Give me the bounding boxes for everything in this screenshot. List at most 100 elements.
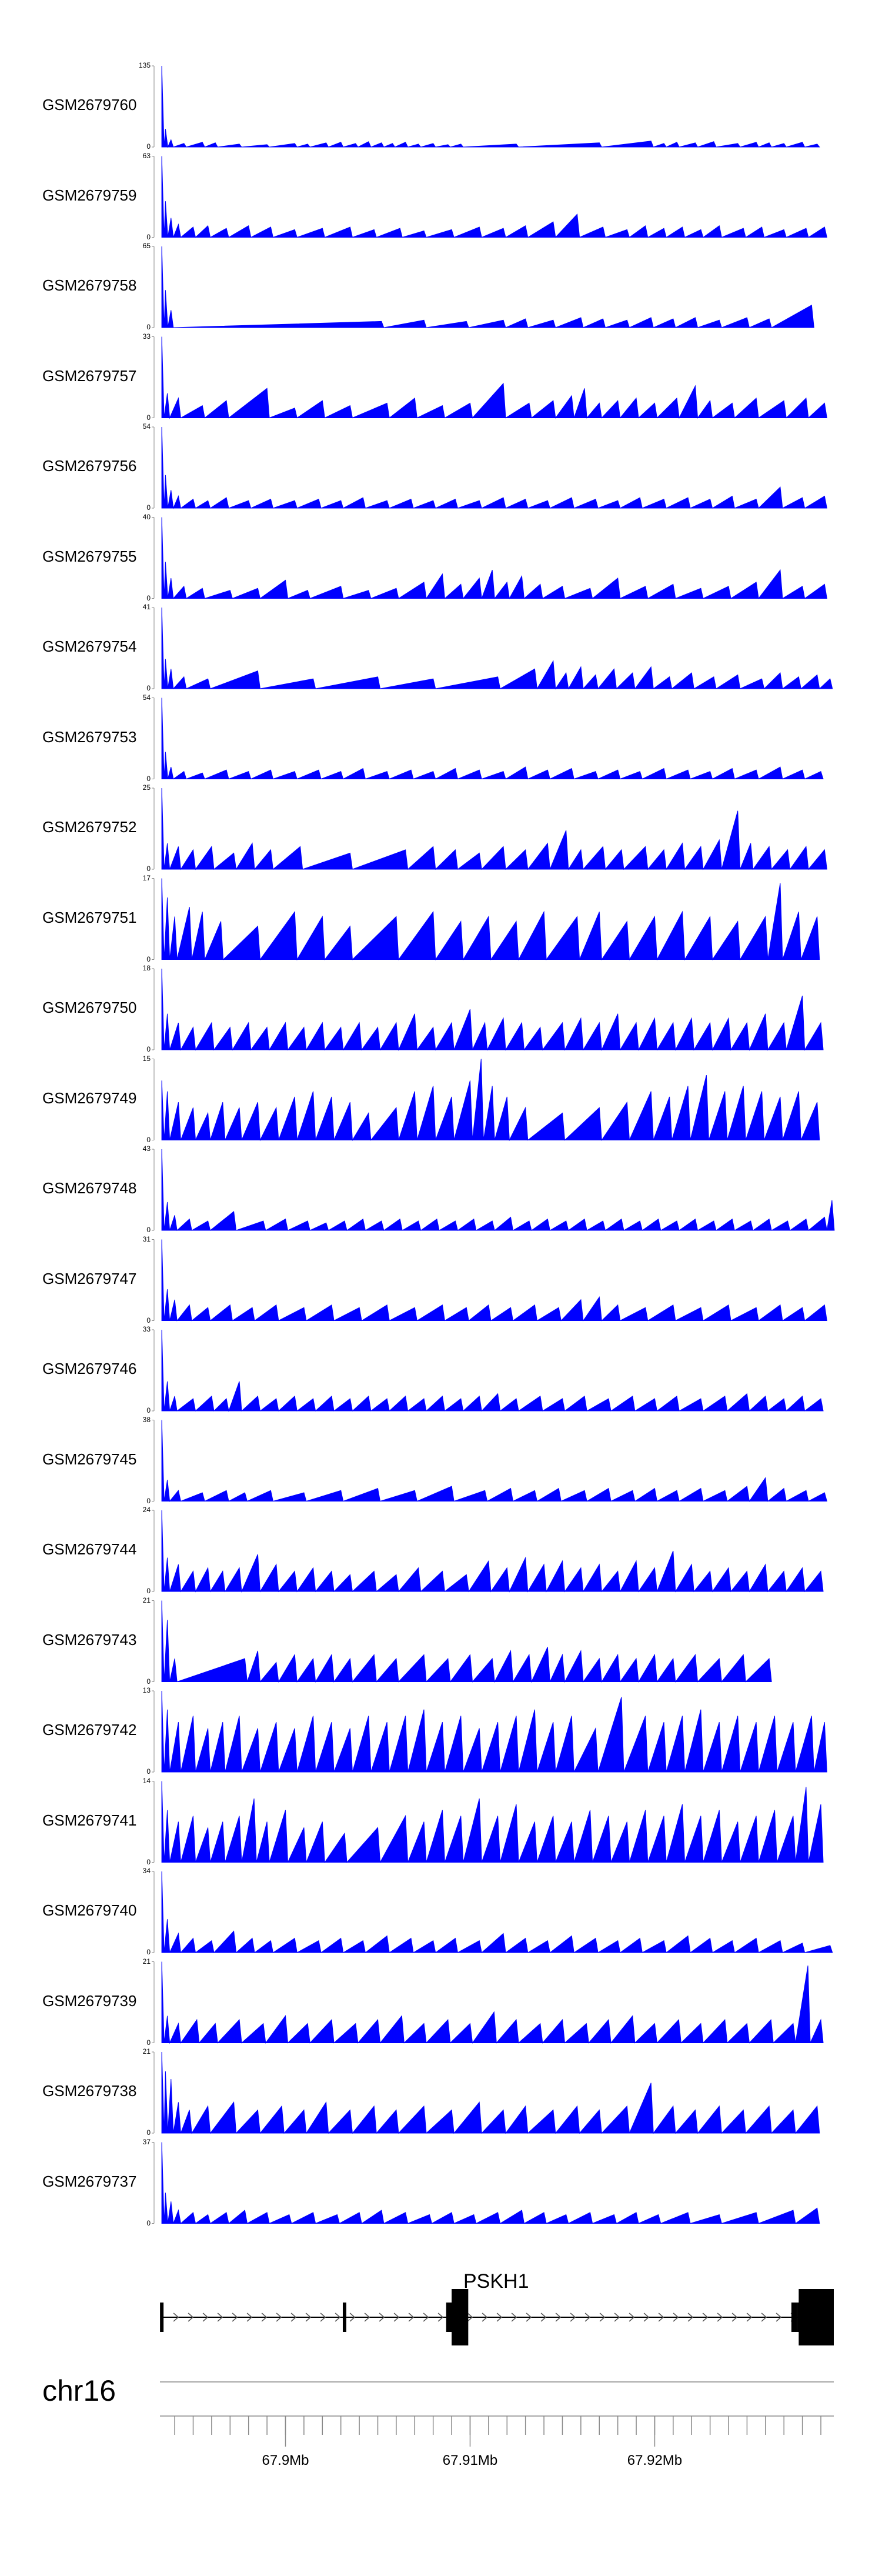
track-max-value: 17 <box>142 873 151 882</box>
strand-arrow <box>614 2313 620 2322</box>
strand-arrow <box>584 2313 591 2322</box>
track-min-value: 0 <box>146 2128 151 2137</box>
track-min-value: 0 <box>146 1496 151 1505</box>
track-min-value: 0 <box>146 865 151 873</box>
track-max-value: 41 <box>142 603 151 611</box>
track-max-value: 54 <box>142 422 151 431</box>
track-label: GSM2679760 <box>42 96 137 114</box>
strand-arrow <box>643 2313 650 2322</box>
coverage-area-GSM2679753 <box>161 698 824 780</box>
track-min-value: 0 <box>146 684 151 692</box>
strand-arrow <box>217 2313 223 2322</box>
gene-exon <box>791 2303 797 2332</box>
coverage-area-GSM2679739 <box>161 1961 824 2044</box>
strand-arrow <box>246 2313 253 2322</box>
track-min-value: 0 <box>146 413 151 422</box>
track-min-value: 0 <box>146 1045 151 1053</box>
track-label: GSM2679754 <box>42 638 137 655</box>
track-label: GSM2679750 <box>42 999 137 1016</box>
strand-arrow <box>188 2313 194 2322</box>
strand-arrow <box>261 2313 268 2322</box>
strand-arrow <box>673 2313 679 2322</box>
strand-arrow <box>526 2313 532 2322</box>
gene-cds <box>799 2289 834 2345</box>
track-max-value: 54 <box>142 693 151 702</box>
coverage-area-GSM2679756 <box>161 426 827 509</box>
track-label: GSM2679738 <box>42 2082 137 2100</box>
track-max-value: 13 <box>142 1686 151 1694</box>
track-max-value: 15 <box>142 1054 151 1063</box>
strand-arrow <box>776 2313 782 2322</box>
track-min-value: 0 <box>146 1767 151 1776</box>
chromosome-label: chr16 <box>42 2374 116 2407</box>
coverage-area-GSM2679742 <box>161 1690 827 1773</box>
track-label: GSM2679742 <box>42 1721 137 1739</box>
track-min-value: 0 <box>146 1857 151 1866</box>
strand-arrow <box>702 2313 709 2322</box>
strand-arrow <box>393 2313 400 2322</box>
track-label: GSM2679747 <box>42 1269 137 1287</box>
coverage-area-GSM2679760 <box>161 65 820 148</box>
track-label: GSM2679748 <box>42 1179 137 1197</box>
gene-cds <box>452 2289 469 2345</box>
track-min-value: 0 <box>146 955 151 963</box>
coverage-area-GSM2679741 <box>161 1781 824 1864</box>
gene-exon <box>342 2303 346 2332</box>
track-max-value: 33 <box>142 1325 151 1333</box>
strand-arrow <box>731 2313 738 2322</box>
track-label: GSM2679752 <box>42 818 137 836</box>
track-max-value: 65 <box>142 242 151 250</box>
track-max-value: 21 <box>142 2047 151 2056</box>
track-max-value: 63 <box>142 151 151 160</box>
strand-arrow <box>202 2313 209 2322</box>
track-max-value: 37 <box>142 2137 151 2146</box>
coverage-area-GSM2679747 <box>161 1239 827 1322</box>
track-max-value: 18 <box>142 964 151 972</box>
track-min-value: 0 <box>146 232 151 241</box>
track-max-value: 25 <box>142 783 151 792</box>
track-min-value: 0 <box>146 323 151 331</box>
track-max-value: 43 <box>142 1144 151 1153</box>
track-label: GSM2679746 <box>42 1360 137 1377</box>
coverage-area-GSM2679759 <box>161 156 827 238</box>
track-max-value: 135 <box>138 61 151 69</box>
strand-arrow <box>290 2313 297 2322</box>
track-label: GSM2679740 <box>42 1901 137 1919</box>
track-min-value: 0 <box>146 1316 151 1324</box>
gene-name-label: PSKH1 <box>463 2270 529 2293</box>
strand-arrow <box>511 2313 517 2322</box>
coverage-area-GSM2679758 <box>161 246 814 328</box>
coverage-area-GSM2679755 <box>161 517 827 600</box>
track-label: GSM2679756 <box>42 457 137 475</box>
gene-exon <box>160 2303 164 2332</box>
strand-arrow <box>599 2313 606 2322</box>
strand-arrow <box>570 2313 576 2322</box>
coverage-area-GSM2679740 <box>161 1871 833 1954</box>
track-label: GSM2679753 <box>42 728 137 746</box>
coverage-area-GSM2679744 <box>161 1510 824 1593</box>
strand-arrow <box>349 2313 356 2322</box>
track-min-value: 0 <box>146 142 151 151</box>
strand-arrow <box>540 2313 547 2322</box>
coverage-area-GSM2679743 <box>161 1600 772 1683</box>
strand-arrow <box>437 2313 444 2322</box>
track-label: GSM2679745 <box>42 1450 137 1468</box>
track-max-value: 14 <box>142 1776 151 1785</box>
track-label: GSM2679751 <box>42 908 137 926</box>
strand-arrow <box>658 2313 664 2322</box>
track-label: GSM2679759 <box>42 186 137 204</box>
strand-arrow <box>423 2313 429 2322</box>
axis-tick-label: 67.9Mb <box>262 2452 309 2468</box>
track-max-value: 21 <box>142 1957 151 1966</box>
strand-arrow <box>467 2313 473 2322</box>
strand-arrow <box>555 2313 562 2322</box>
coverage-area-GSM2679737 <box>161 2142 820 2224</box>
strand-arrow <box>482 2313 488 2322</box>
track-min-value: 0 <box>146 1677 151 1686</box>
track-label: GSM2679744 <box>42 1540 137 1558</box>
track-label: GSM2679749 <box>42 1089 137 1107</box>
track-min-value: 0 <box>146 593 151 602</box>
track-min-value: 0 <box>146 1135 151 1144</box>
